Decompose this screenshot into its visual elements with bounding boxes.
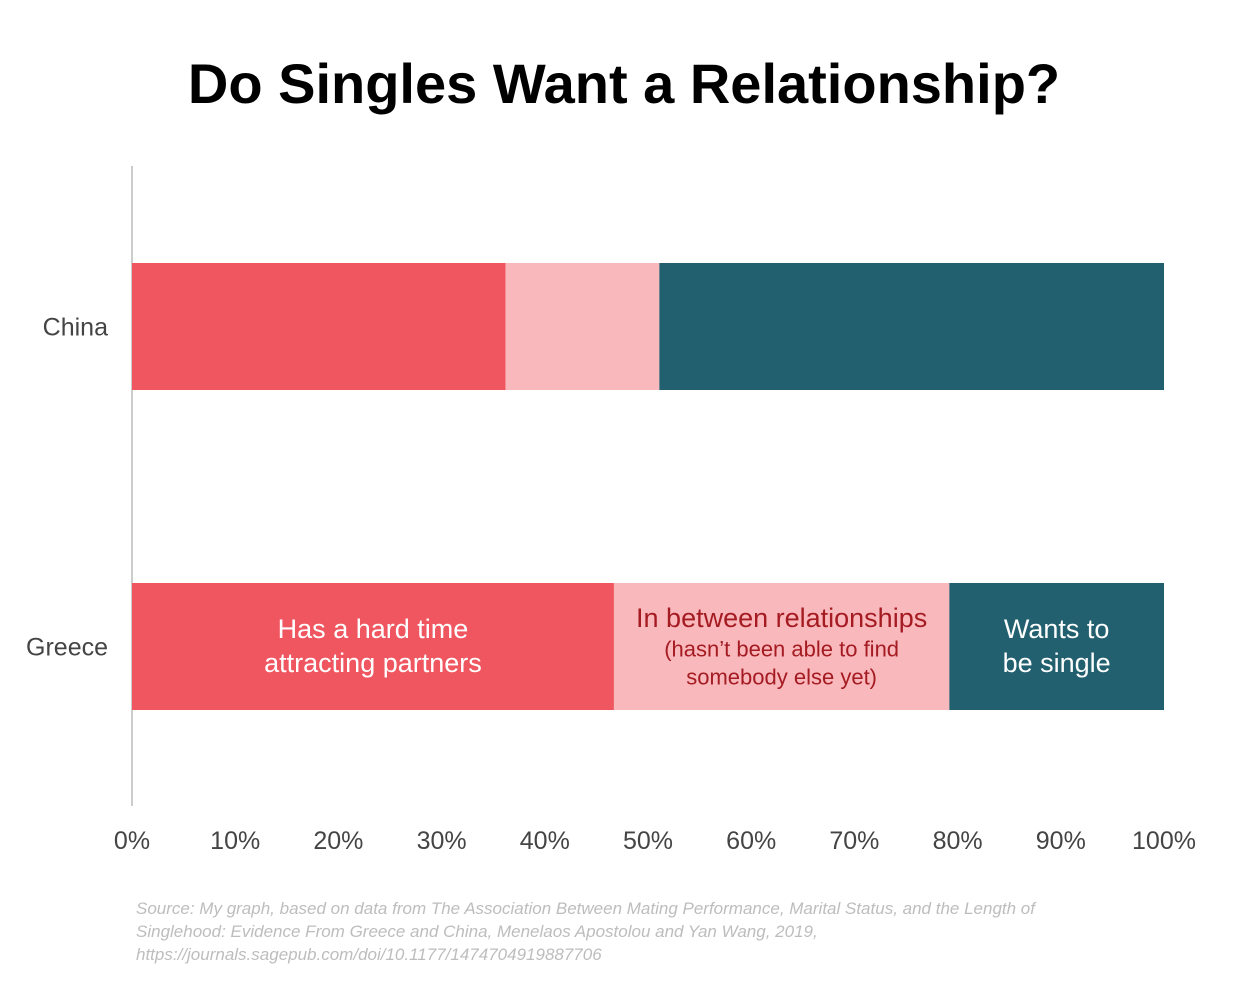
x-tick-label: 100% xyxy=(1132,827,1196,855)
segment-label-series-1: attracting partners xyxy=(264,648,482,678)
category-labels: China Greece xyxy=(26,314,108,662)
category-label-greece: Greece xyxy=(26,634,108,662)
x-tick-label: 50% xyxy=(623,827,673,855)
x-tick-label: 10% xyxy=(210,827,260,855)
chart-title: Do Singles Want a Relationship? xyxy=(188,52,1060,115)
bar-china-series-1 xyxy=(132,263,506,390)
x-tick-label: 30% xyxy=(417,827,467,855)
source-line: Singlehood: Evidence From Greece and Chi… xyxy=(136,922,818,941)
bars-group xyxy=(132,263,1164,710)
bar-greece-series-2 xyxy=(613,583,950,710)
x-tick-label: 60% xyxy=(726,827,776,855)
segment-label-series-2: (hasn’t been able to find xyxy=(664,637,899,662)
bar-china-series-3 xyxy=(659,263,1164,390)
x-tick-label: 20% xyxy=(313,827,363,855)
x-tick-label: 0% xyxy=(114,827,150,855)
segment-label-series-1: Has a hard time xyxy=(278,614,469,644)
segment-label-series-3: Wants to xyxy=(1004,614,1110,644)
bar-china-series-2 xyxy=(505,263,660,390)
x-tick-label: 80% xyxy=(933,827,983,855)
x-tick-label: 70% xyxy=(829,827,879,855)
segment-labels: Has a hard time attracting partners In bet… xyxy=(264,603,1111,690)
category-label-china: China xyxy=(43,314,108,342)
x-tick-label: 40% xyxy=(520,827,570,855)
source-note: Source: My graph, based on data from The… xyxy=(136,899,1037,964)
segment-label-series-2: somebody else yet) xyxy=(686,665,877,690)
source-line: Source: My graph, based on data from The… xyxy=(136,899,1037,918)
segment-label-series-3: be single xyxy=(1003,648,1111,678)
bar-greece-series-1 xyxy=(132,583,614,710)
source-line: https://journals.sagepub.com/doi/10.1177… xyxy=(136,945,602,964)
x-axis-ticks: 0% 10% 20% 30% 40% 50% 60% 70% 80% 90% 100% xyxy=(114,827,1196,855)
x-tick-label: 90% xyxy=(1036,827,1086,855)
bar-greece-series-3 xyxy=(949,583,1164,710)
segment-label-series-2: In between relationships xyxy=(636,603,927,633)
